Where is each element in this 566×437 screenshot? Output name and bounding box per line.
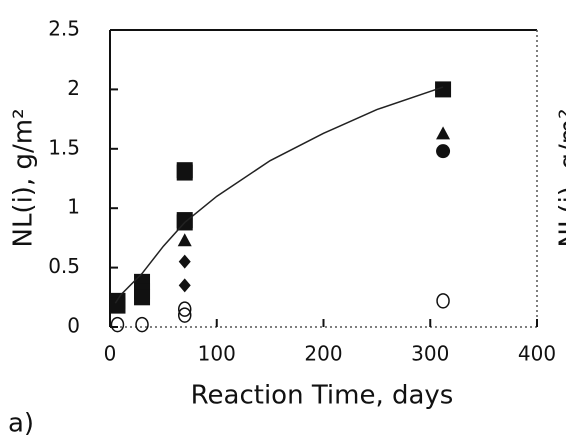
triangle-marker	[177, 233, 192, 247]
y-tick-label: 1.5	[48, 135, 80, 159]
square-marker	[109, 297, 126, 314]
x-tick-label: 100	[198, 342, 236, 366]
x-tick-label: 300	[411, 342, 449, 366]
open-circle-marker	[177, 301, 192, 317]
y-tick-label: 0	[67, 314, 80, 338]
x-axis-label: Reaction Time, days	[191, 381, 454, 411]
diamond-marker	[178, 278, 191, 293]
open-circle-marker	[436, 293, 450, 309]
square-marker	[134, 289, 151, 306]
square-marker	[435, 81, 452, 98]
square-marker	[176, 164, 193, 181]
circle-marker	[436, 144, 451, 159]
y-axis-label: NL(i), g/m²	[9, 109, 39, 248]
fit-curve	[114, 86, 444, 304]
y-tick-label: 2.5	[48, 17, 80, 41]
y-tick-label: 2	[67, 76, 80, 100]
diamond-marker	[178, 254, 191, 269]
open-circle-marker	[177, 307, 192, 323]
panel-label: a)	[8, 409, 34, 437]
x-tick-label: 0	[104, 342, 117, 366]
clipped-axis-label: NL(i), g/m²	[555, 109, 566, 248]
x-tick-label: 200	[304, 342, 342, 366]
y-tick-label: 0.5	[48, 254, 80, 278]
open-circle-marker	[135, 316, 149, 333]
triangle-marker	[436, 126, 451, 140]
y-tick-label: 1	[67, 195, 80, 219]
x-tick-label: 400	[518, 342, 556, 366]
open-circle-marker	[110, 316, 125, 333]
